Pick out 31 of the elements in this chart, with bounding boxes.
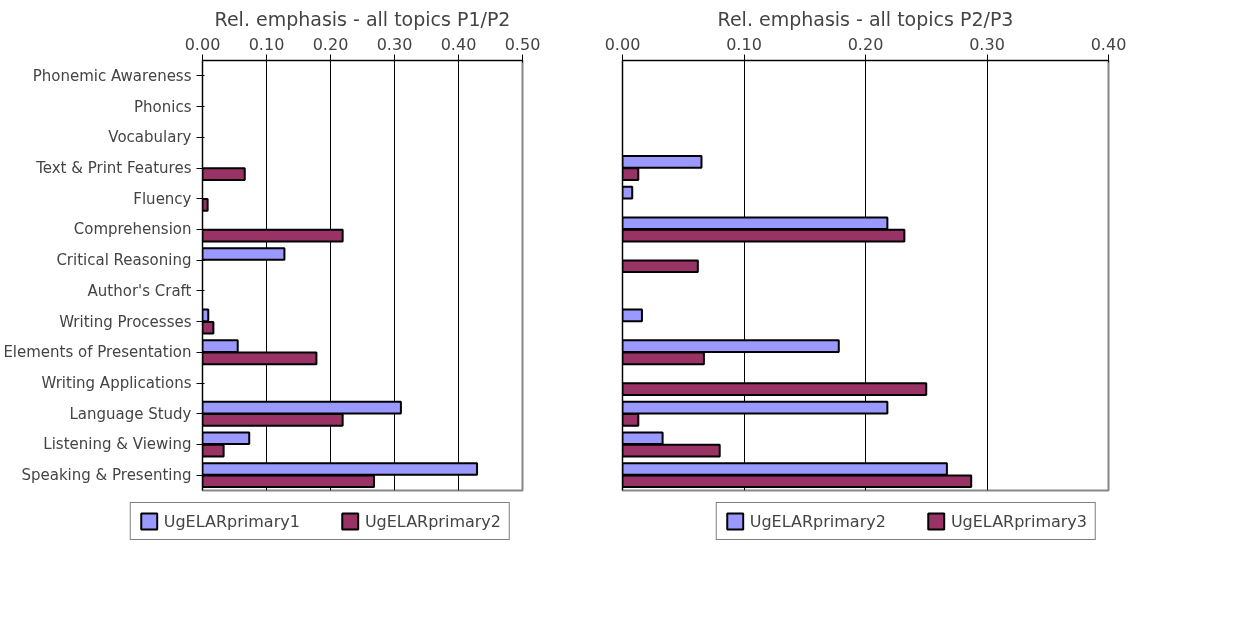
x-tick-label: 0.20	[847, 34, 884, 54]
chart-title: Rel. emphasis - all topics P2/P3	[717, 7, 1014, 30]
y-tick-label: Phonemic Awareness	[32, 66, 192, 85]
y-tick-label: Elements of Presentation	[3, 343, 192, 362]
y-tick-label: Language Study	[69, 404, 192, 423]
y-tick-label: Speaking & Presenting	[21, 466, 192, 485]
x-tick-label: 0.40	[440, 34, 477, 54]
y-tick-label: Writing Applications	[41, 374, 192, 392]
y-tick-label: Phonics	[134, 97, 192, 116]
y-tick-label: Text & Print Features	[35, 159, 192, 177]
legend-label: UgELARprimary1	[163, 511, 300, 531]
x-tick-label: 0.40	[1090, 34, 1127, 54]
x-tick-label: 0.20	[312, 34, 349, 54]
x-tick-label: 0.30	[969, 34, 1005, 54]
x-tick-label: 0.50	[504, 34, 541, 54]
x-tick-label: 0.00	[604, 34, 641, 54]
x-tick-label: 0.10	[726, 34, 762, 54]
chart-title: Rel. emphasis - all topics P1/P2	[214, 7, 511, 30]
y-tick-label: Fluency	[133, 189, 192, 208]
y-tick-label: Listening & Viewing	[43, 435, 192, 454]
x-tick-label: 0.00	[184, 34, 221, 54]
legend-label: UgELARprimary3	[950, 511, 1087, 531]
x-tick-label: 0.30	[376, 34, 413, 54]
y-tick-label: Writing Processes	[59, 312, 192, 331]
x-tick-label: 0.10	[248, 34, 285, 54]
legend-label: UgELARprimary2	[749, 511, 886, 531]
y-tick-label: Critical Reasoning	[56, 251, 192, 270]
y-tick-label: Comprehension	[73, 220, 192, 239]
y-tick-label: Vocabulary	[108, 128, 192, 147]
y-tick-label: Author's Craft	[87, 281, 192, 300]
legend-label: UgELARprimary2	[364, 511, 501, 531]
